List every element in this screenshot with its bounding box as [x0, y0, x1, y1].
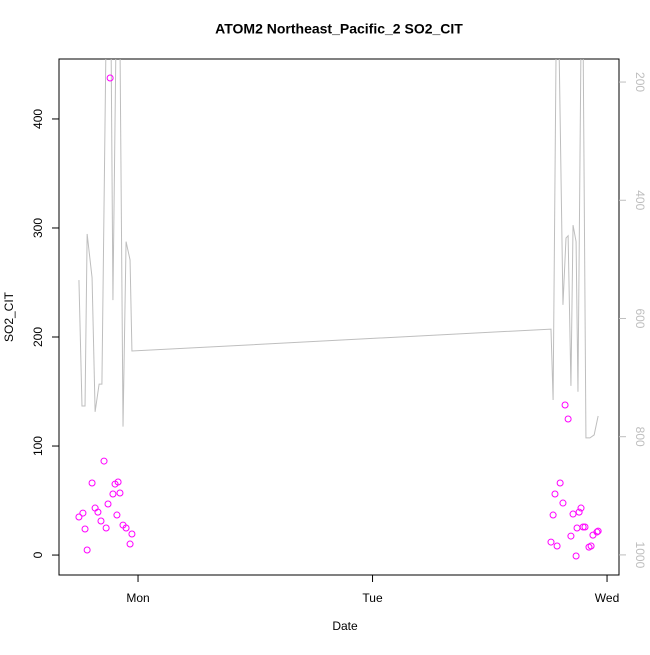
- point: [567, 532, 575, 540]
- y2-tick-label: 400: [633, 190, 647, 210]
- y2-tick-label: 600: [633, 308, 647, 328]
- x-tick-label: Wed: [595, 591, 619, 605]
- line: [78, 59, 599, 439]
- point: [109, 490, 117, 498]
- point: [113, 511, 121, 519]
- x-tick-label: Tue: [362, 591, 383, 605]
- y2-tick-label: 200: [633, 72, 647, 92]
- point: [551, 490, 559, 498]
- point: [575, 508, 583, 516]
- point: [75, 513, 83, 521]
- y-tick-label: 0: [31, 551, 45, 558]
- point: [79, 509, 87, 517]
- point: [594, 527, 602, 535]
- point: [126, 540, 134, 548]
- point: [122, 524, 130, 532]
- x-tick-label: Mon: [126, 591, 149, 605]
- point: [83, 546, 91, 554]
- point: [97, 517, 105, 525]
- point: [128, 530, 136, 538]
- point: [579, 523, 587, 531]
- point: [559, 499, 567, 507]
- point: [100, 457, 108, 465]
- point: [593, 528, 601, 536]
- x-axis-label: Date: [332, 619, 358, 633]
- point: [549, 511, 557, 519]
- point: [106, 74, 114, 82]
- y2-tick-label: 1000: [633, 542, 647, 569]
- point: [561, 401, 569, 409]
- y-tick-label: 300: [31, 218, 45, 238]
- point: [114, 478, 122, 486]
- y-axis-label: SO2_CIT: [2, 291, 16, 342]
- point: [556, 479, 564, 487]
- point: [547, 538, 555, 546]
- point: [569, 510, 577, 518]
- point: [116, 489, 124, 497]
- point: [88, 479, 96, 487]
- plot-area: [75, 59, 602, 560]
- point: [581, 523, 589, 531]
- y-tick-label: 400: [31, 109, 45, 129]
- point: [564, 415, 572, 423]
- chart-title: ATOM2 Northeast_Pacific_2 SO2_CIT: [215, 21, 463, 37]
- point: [587, 542, 595, 550]
- point: [104, 500, 112, 508]
- y-tick-label: 200: [31, 327, 45, 347]
- point: [94, 508, 102, 516]
- point: [102, 524, 110, 532]
- y2-tick-label: 800: [633, 427, 647, 447]
- point: [553, 542, 561, 550]
- point: [572, 552, 580, 560]
- y-tick-label: 100: [31, 436, 45, 456]
- point: [577, 504, 585, 512]
- plot-box: [58, 58, 620, 576]
- point: [81, 525, 89, 533]
